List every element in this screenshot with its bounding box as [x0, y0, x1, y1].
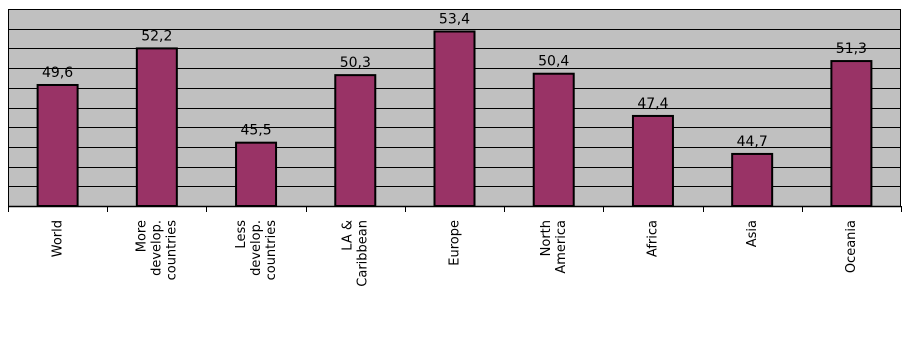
data-label-0: 49,6 [42, 65, 73, 81]
bar-4 [433, 30, 476, 208]
category-label-6: Africa [646, 220, 661, 257]
category-label-5-line-1: America [554, 220, 569, 274]
bar-3 [334, 74, 377, 207]
bars-group [36, 30, 873, 208]
category-label-3-line-1: Caribbean [356, 220, 371, 287]
category-label-3-line-0: LA & [341, 220, 356, 251]
data-label-2: 45,5 [240, 123, 271, 139]
data-label-5: 50,4 [538, 54, 569, 70]
category-label-1-line-1: develop. [150, 220, 165, 276]
category-label-2-line-2: countries [264, 220, 279, 281]
category-label-2-line-0: Less [234, 220, 249, 249]
category-label-0-line-0: World [50, 220, 65, 257]
data-label-7: 44,7 [737, 134, 768, 150]
category-label-5-line-0: North [539, 220, 554, 256]
category-label-1-line-2: countries [165, 220, 180, 281]
bar-6 [631, 114, 674, 207]
bar-5 [532, 72, 575, 207]
category-label-2: Less develop. countries [234, 220, 279, 281]
category-label-2-line-1: develop. [249, 220, 264, 276]
category-label-0: World [50, 220, 65, 257]
data-label-3: 50,3 [340, 55, 371, 71]
bar-2 [235, 141, 278, 208]
category-label-5: North America [539, 220, 569, 274]
category-label-6-line-0: Africa [646, 220, 661, 257]
bar-0 [36, 83, 79, 207]
data-label-6: 47,4 [637, 96, 668, 112]
category-labels-group: World More develop. countries Less develop. co… [50, 220, 859, 287]
category-label-1-line-0: More [135, 220, 150, 252]
category-label-4: Europe [447, 220, 462, 266]
bar-1 [135, 47, 178, 208]
data-label-8: 51,3 [836, 41, 867, 57]
category-label-3: LA & Caribbean [341, 220, 371, 287]
bar-7 [731, 152, 774, 207]
data-label-4: 53,4 [439, 12, 470, 28]
category-label-8: Oceania [844, 220, 859, 273]
category-label-1: More develop. countries [135, 220, 180, 281]
category-label-4-line-0: Europe [447, 220, 462, 266]
data-labels-group: 49,6 52,2 45,5 50,3 53,4 50,4 47,4 44,7 51,3 [42, 12, 867, 150]
category-label-7-line-0: Asia [745, 220, 760, 247]
bar-8 [830, 60, 873, 207]
category-label-7: Asia [745, 220, 760, 247]
category-label-8-line-0: Oceania [844, 220, 859, 273]
data-label-1: 52,2 [141, 28, 172, 44]
